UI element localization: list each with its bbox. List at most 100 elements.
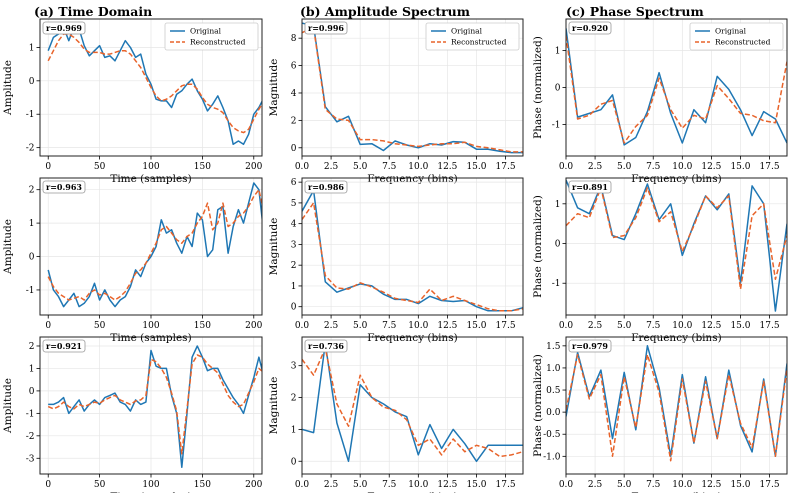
y-axis-label: Phase (normalized) [532,354,544,457]
correlation-value: r=0.963 [46,182,82,192]
legend: Original Reconstructed [689,22,784,51]
y-tick-label: 1 [29,219,35,229]
x-tick-label: 17.5 [496,321,516,331]
legend: Original Reconstructed [425,22,520,51]
series-reconstructed-line-amp-2 [302,202,523,312]
x-axis-label: Frequency (bins) [631,173,722,185]
x-tick-label: 10.0 [672,321,692,331]
x-tick-label: 150 [194,321,211,331]
x-axis-label: Frequency (bins) [367,491,458,493]
x-tick-label: 12.5 [701,162,721,172]
x-tick-label: 10.0 [408,321,428,331]
correlation-badge: r=0.963 [42,180,86,194]
y-tick-label: -1 [552,121,561,131]
y-axis-label: Magnitude [268,377,280,435]
y-axis-label: Phase (normalized) [532,195,544,298]
y-tick-label: 0.0 [546,408,561,418]
y-tick-label: 5 [291,199,297,209]
y-tick-label: 2 [29,342,35,352]
x-tick-label: 15.0 [730,480,750,490]
y-tick-label: 2 [291,261,297,271]
y-tick-label: -1 [26,110,35,120]
x-tick-label: 2.5 [588,480,603,490]
correlation-value: r=0.921 [46,341,82,351]
x-tick-label: 5.0 [617,321,632,331]
y-tick-label: 1.0 [546,364,561,374]
y-tick-label: -1 [26,286,35,296]
series-reconstructed-line-time-1 [47,33,262,134]
y-tick-label: 0 [291,457,297,467]
x-tick-label: 17.5 [496,162,516,172]
x-tick-label: 7.5 [646,162,661,172]
series-original-line-time-1 [47,26,262,146]
y-tick-label: -3 [26,454,35,464]
x-tick-label: 100 [142,162,159,172]
x-axis-label: Frequency (bins) [367,173,458,185]
series-reconstructed-line-time-3 [47,354,262,455]
series-reconstructed-line-phase-3 [566,353,787,462]
x-tick-label: 12.5 [437,480,457,490]
x-axis-label: Frequency (bins) [631,332,722,344]
y-tick-label: -0.5 [543,430,561,440]
x-tick-label: 100 [142,321,159,331]
legend-box [164,22,259,51]
correlation-value: r=0.736 [308,341,344,351]
correlation-badge: r=0.979 [568,339,612,353]
y-tick-label: 2 [29,186,35,196]
x-tick-label: 0.0 [295,480,310,490]
series-reconstructed-line-time-2 [47,188,262,301]
x-tick-label: 2.5 [588,162,603,172]
x-tick-label: 7.5 [382,162,397,172]
x-tick-label: 5.0 [617,480,632,490]
x-tick-label: 50 [94,162,106,172]
legend-box [689,22,784,51]
col-title-phase-spectrum: (c) Phase Spectrum [566,4,704,19]
x-tick-label: 5.0 [353,480,368,490]
x-tick-label: 50 [94,480,106,490]
correlation-badge-box [42,339,86,353]
y-tick-label: 1.5 [546,342,561,352]
correlation-value: r=0.891 [572,182,608,192]
correlation-badge-box [568,180,612,194]
y-tick-label: 3 [291,240,297,250]
legend-label-original: Original [190,27,222,36]
x-tick-label: 2.5 [324,480,339,490]
correlation-badge: r=0.986 [304,180,348,194]
y-tick-label: 3 [291,362,297,372]
series-original-line-amp-2 [302,189,523,312]
x-tick-label: 0.0 [559,162,574,172]
x-tick-label: 7.5 [382,480,397,490]
legend: Original Reconstructed [164,22,259,51]
y-tick-label: 1 [29,364,35,374]
x-tick-label: 2.5 [588,321,603,331]
series-reconstructed-line-amp-3 [302,347,523,458]
x-tick-label: 0 [45,321,51,331]
y-tick-label: 0 [29,253,35,263]
y-tick-label: 0.5 [546,386,561,396]
x-axis-label: Time (samples) [110,491,191,493]
correlation-badge-box [304,180,348,194]
y-tick-label: -1.0 [543,452,561,462]
y-axis-label: Amplitude [2,60,14,116]
legend-label-reconstructed: Reconstructed [451,38,507,47]
x-tick-label: 12.5 [437,162,457,172]
x-tick-label: 2.5 [324,321,339,331]
x-tick-label: 12.5 [701,480,721,490]
correlation-badge-box [304,21,348,35]
panel-amp-1: 0.0 2.5 5.0 7.5 10.0 12.5 15.0 17.5 0 2 4 6 8 Frequen… [268,18,524,185]
y-tick-label: -2 [26,144,35,154]
y-axis-label: Magnitude [268,218,280,276]
y-tick-label: 8 [291,34,297,44]
series-reconstructed-line-phase-2 [566,187,787,290]
y-tick-label: 0 [29,77,35,87]
x-tick-label: 17.5 [496,480,516,490]
col-title-time-domain: (a) Time Domain [34,4,152,19]
panel-amp-2: 0.0 2.5 5.0 7.5 10.0 12.5 15.0 17.5 0 1 2 3 4 5 6 Frequ… [268,177,524,344]
panel-phase-2: 0.0 2.5 5.0 7.5 10.0 12.5 15.0 17.5 -1 0 1 Frequenc… [532,177,788,344]
y-axis-label: Amplitude [2,378,14,434]
x-tick-label: 12.5 [701,321,721,331]
x-tick-label: 0.0 [559,321,574,331]
x-tick-label: 7.5 [646,480,661,490]
series-original-line-amp-3 [302,342,523,463]
